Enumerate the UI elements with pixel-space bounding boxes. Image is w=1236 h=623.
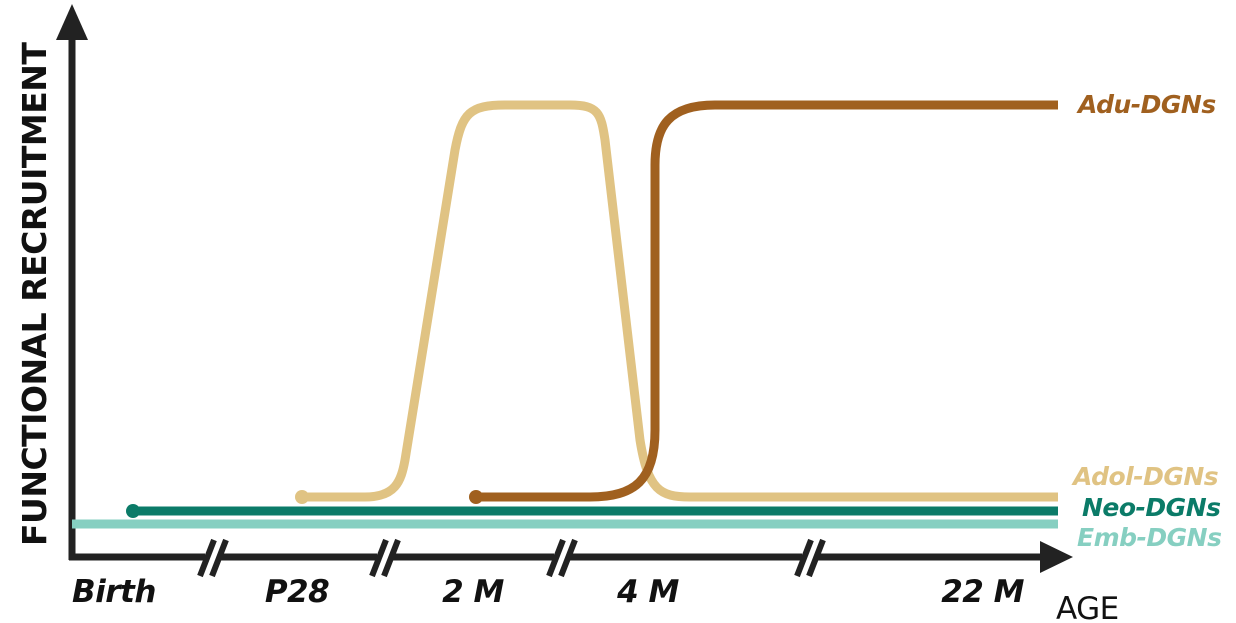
axis-break-mark [794,538,826,578]
y-axis-title: FUNCTIONAL RECRUITMENT [15,42,54,546]
x-axis-breaks [197,538,826,578]
series-label-adol-dgns: Adol-DGNs [1071,462,1218,491]
x-tick-label: 2 M [442,574,504,610]
axis-break-mark [369,538,401,578]
x-tick-label: 22 M [941,574,1024,610]
axis-break-mark [197,538,229,578]
series-start-point-neo-dgns [126,504,140,518]
series-start-point-adu-dgns [469,490,483,504]
x-tick-label: P28 [265,574,329,610]
x-tick-label: Birth [72,574,156,610]
x-tick-label-layer: Birth P28 2 M 4 M 22 M [72,574,1025,610]
series-line-adol-dgns [302,100,1058,502]
series-layer [72,100,1058,529]
series-label-adu-dgns: Adu-DGNs [1076,90,1216,119]
series-label-emb-dgns: Emb-DGNs [1077,523,1221,552]
x-axis-title: AGE [1056,591,1119,623]
axis-break-mark [546,538,578,578]
series-label-neo-dgns: Neo-DGNs [1082,493,1221,522]
y-axis-arrowhead [56,4,88,40]
x-tick-label: 4 M [616,574,679,610]
series-line-adu-dgns [476,100,1058,502]
x-axis-arrowhead [1040,541,1073,573]
series-start-point-adol-dgns [295,490,309,504]
